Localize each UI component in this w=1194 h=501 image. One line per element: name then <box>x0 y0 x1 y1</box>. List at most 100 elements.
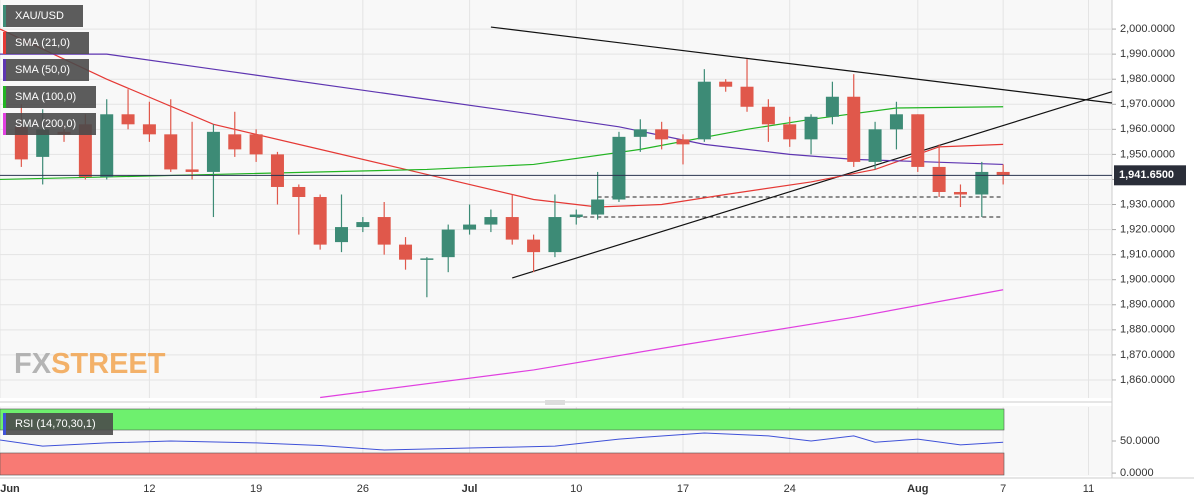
legend-entry-swatch <box>3 113 6 135</box>
candle-body <box>804 116 818 140</box>
legend-entry-box <box>3 5 83 27</box>
sma-line <box>320 289 1004 399</box>
legend-entry: SMA (100,0) <box>15 91 76 103</box>
legend-entry: SMA (200,0) <box>15 118 76 130</box>
y-tick-label: 1,970.0000 <box>1120 98 1175 110</box>
candle-body <box>996 171 1010 176</box>
y-tick-label: 1,910.0000 <box>1120 249 1175 261</box>
x-tick-label: Aug <box>907 483 928 495</box>
watermark: FXSTREET <box>14 348 166 380</box>
candle-body <box>463 224 477 230</box>
candle-body <box>889 114 903 130</box>
trendline <box>490 26 1113 104</box>
candle-body <box>356 222 370 228</box>
legend-entry: SMA (21,0) <box>15 37 70 49</box>
trendline <box>512 91 1113 279</box>
candle-body <box>142 124 156 135</box>
y-tick-label: 1,990.0000 <box>1120 48 1175 60</box>
candle-body <box>399 244 413 260</box>
rsi-line <box>0 432 1004 451</box>
x-tick-label: 12 <box>143 483 155 495</box>
y-tick-label: 1,870.0000 <box>1120 349 1175 361</box>
candle-body <box>655 129 669 140</box>
candle-body <box>121 114 135 125</box>
y-tick-label: 1,920.0000 <box>1120 223 1175 235</box>
candle-body <box>676 139 690 145</box>
candle-body <box>847 96 861 162</box>
candle-body <box>932 166 946 192</box>
candle-body <box>377 217 391 245</box>
y-tick-label: 1,960.0000 <box>1120 123 1175 135</box>
x-tick-label: Jul <box>462 483 478 495</box>
y-tick-label: 1,860.0000 <box>1120 374 1175 386</box>
candle-body <box>697 81 711 140</box>
y-tick-label: 1,900.0000 <box>1120 274 1175 286</box>
legend-entry-swatch <box>3 59 6 81</box>
candle-body <box>783 124 797 140</box>
candle-body <box>953 191 967 195</box>
rsi-overbought-band <box>0 408 1005 431</box>
legend-entry-box <box>3 86 96 108</box>
candle-body <box>569 214 583 218</box>
y-tick-label: 1,930.0000 <box>1120 198 1175 210</box>
current-price-label: 1,941.6500 <box>1119 169 1174 181</box>
pane-handle[interactable] <box>545 400 565 405</box>
current-price-box <box>1114 165 1186 186</box>
candle-body <box>591 199 605 215</box>
candle-body <box>420 258 434 260</box>
legend-entry-box <box>3 113 96 135</box>
rsi-tick-label: 0.0000 <box>1120 467 1154 479</box>
candle-body <box>313 196 327 245</box>
x-tick-label: 26 <box>357 483 369 495</box>
x-tick-label: 17 <box>677 483 689 495</box>
rsi-tick-label: 50.0000 <box>1120 435 1160 447</box>
legend-entry: RSI (14,70,30,1) <box>15 418 96 430</box>
candle-body <box>441 229 455 258</box>
x-tick-label: Jun <box>0 483 20 495</box>
candle-body <box>633 129 647 137</box>
candle-body <box>292 186 306 197</box>
candle-body <box>527 239 541 253</box>
watermark-fx: FX <box>14 348 52 380</box>
candle-body <box>612 136 626 200</box>
candle-body <box>270 154 284 187</box>
legend-entry: SMA (50,0) <box>15 64 70 76</box>
main-pane <box>0 0 1112 398</box>
y-tick-label: 1,880.0000 <box>1120 324 1175 336</box>
legend-entry-box <box>3 413 113 435</box>
candle-body <box>975 171 989 195</box>
y-tick-label: 1,980.0000 <box>1120 73 1175 85</box>
x-tick-label: 7 <box>1000 483 1006 495</box>
candle-body <box>911 114 925 167</box>
candle-body <box>484 217 498 225</box>
legend-entry-swatch <box>3 5 6 27</box>
y-tick-label: 1,950.0000 <box>1120 148 1175 160</box>
legend-entry: XAU/USD <box>15 10 64 22</box>
y-tick-label: 1,890.0000 <box>1120 299 1175 311</box>
x-tick-label: 10 <box>570 483 582 495</box>
legend-entry-swatch <box>3 32 6 54</box>
candle-body <box>185 169 199 172</box>
x-tick-label: 11 <box>1083 483 1094 495</box>
candle-body <box>825 96 839 117</box>
watermark-street: STREET <box>51 348 166 380</box>
candle-body <box>100 114 114 177</box>
x-tick-label: 24 <box>784 483 796 495</box>
candle-body <box>228 134 242 150</box>
legend-entry-swatch <box>3 86 6 108</box>
candle-body <box>249 134 263 155</box>
candle-body <box>78 124 92 177</box>
candle-body <box>206 131 220 172</box>
rsi-oversold-band <box>0 452 1005 476</box>
candle-body <box>334 227 348 243</box>
candle-body <box>761 106 775 125</box>
candle-body <box>164 134 178 170</box>
x-tick-label: 19 <box>250 483 262 495</box>
price-axis <box>1112 0 1194 501</box>
sma-line <box>0 53 1004 166</box>
candle-body <box>505 217 519 240</box>
candle-body <box>548 217 562 253</box>
legend-entry-swatch <box>3 413 6 435</box>
candle-body <box>36 129 50 157</box>
